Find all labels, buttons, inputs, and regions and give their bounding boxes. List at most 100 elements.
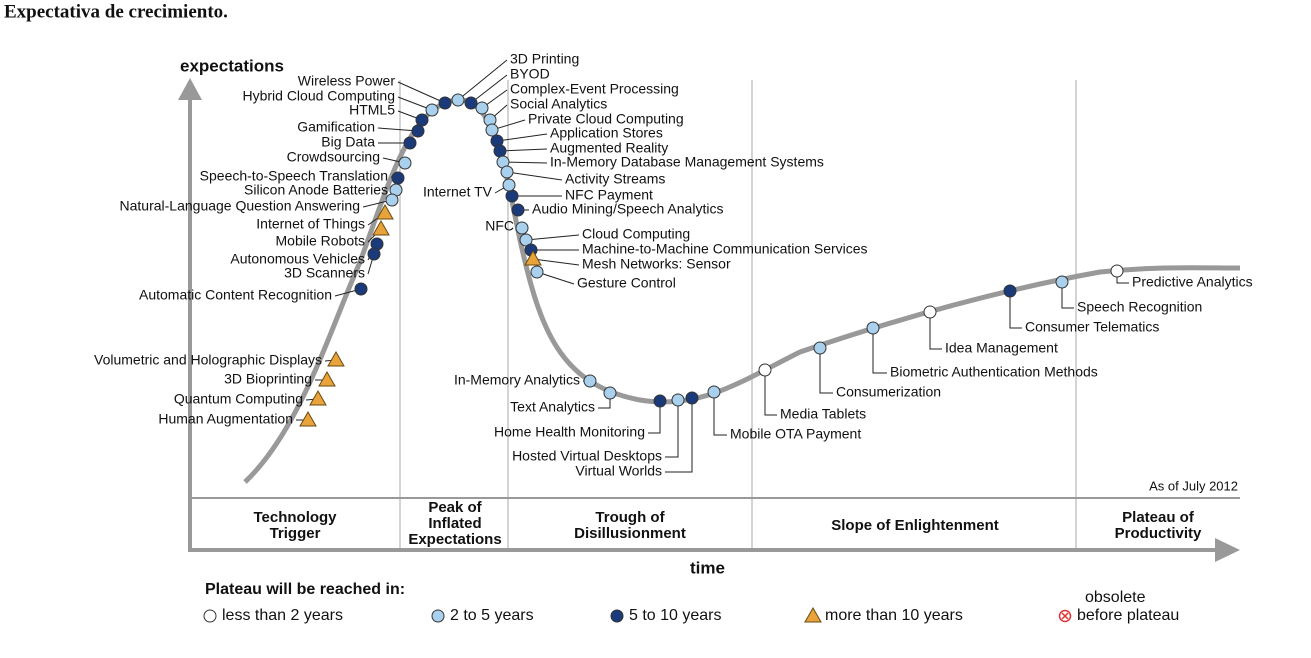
technology-label: Consumer Telematics — [1025, 319, 1159, 335]
technology-label: Application Stores — [550, 125, 663, 141]
technology-marker — [327, 350, 345, 367]
leader-line — [713, 392, 727, 436]
technology-marker — [505, 189, 519, 203]
phase-label: Plateau of — [1122, 509, 1195, 526]
technology-marker — [500, 165, 514, 179]
technology-marker — [758, 363, 772, 377]
legend-label: more than 10 years — [825, 607, 963, 624]
leader-line — [397, 81, 446, 104]
technology-label: Consumerization — [836, 384, 941, 400]
technology-label: Speech Recognition — [1077, 299, 1202, 315]
leader-line — [525, 234, 580, 241]
technology-marker — [398, 156, 412, 170]
technology-marker — [502, 178, 516, 192]
leader-line — [502, 161, 548, 164]
hype-curve — [243, 97, 1241, 484]
technology-marker — [515, 221, 529, 235]
technology-marker — [376, 203, 394, 220]
technology-label: Social Analytics — [510, 96, 607, 112]
phase-label: Inflated — [428, 515, 481, 532]
technology-marker — [451, 93, 465, 107]
phase-label: Disillusionment — [574, 525, 686, 542]
technology-marker — [411, 124, 425, 138]
y-arrow — [178, 78, 202, 100]
leader-line — [496, 133, 548, 142]
technology-marker — [603, 386, 617, 400]
legend-label: before plateau — [1077, 607, 1179, 624]
technology-label: Gamification — [297, 119, 375, 135]
legend-marker — [431, 609, 445, 623]
leader-line — [470, 74, 508, 104]
leader-line — [1061, 282, 1074, 309]
technology-marker — [309, 389, 327, 406]
phase-label: Trough of — [595, 509, 665, 526]
technology-marker — [707, 385, 721, 399]
technology-marker — [403, 136, 417, 150]
technology-marker — [493, 144, 507, 158]
phase-label: Slope of Enlightenment — [831, 517, 999, 534]
technology-label: Activity Streams — [565, 171, 665, 187]
technology-marker — [367, 247, 381, 261]
technology-marker — [685, 391, 699, 405]
x-arrow — [1215, 538, 1240, 562]
technology-marker — [391, 171, 405, 185]
technology-label: In-Memory Analytics — [454, 372, 580, 388]
technology-label: Quantum Computing — [174, 391, 303, 407]
legend-label: 5 to 10 years — [629, 607, 722, 624]
technology-marker — [372, 219, 390, 236]
technology-label: Human Augmentation — [158, 411, 293, 427]
technology-label: HTML5 — [349, 102, 395, 118]
technology-label: Big Data — [321, 134, 375, 150]
technology-label: Machine-to-Machine Communication Service… — [582, 241, 868, 257]
technology-label: Internet TV — [423, 184, 493, 200]
technology-marker — [653, 394, 667, 408]
leader-line — [499, 148, 548, 152]
technology-label: Mesh Networks: Sensor — [582, 256, 731, 272]
leader-line — [1009, 291, 1022, 329]
legend-marker — [804, 606, 822, 623]
technology-marker — [318, 370, 336, 387]
technology-label: Wireless Power — [298, 73, 396, 89]
technology-label: Media Tablets — [780, 406, 866, 422]
legend-label: less than 2 years — [222, 607, 343, 624]
leader-line — [457, 59, 508, 101]
technology-label: Biometric Authentication Methods — [890, 364, 1098, 380]
technology-label: NFC — [485, 218, 514, 234]
technology-marker — [385, 193, 399, 207]
technology-label: Crowdsourcing — [287, 149, 380, 165]
frame — [188, 80, 1240, 552]
technology-label: Speech-to-Speech Translation — [200, 168, 388, 184]
technology-label: Hosted Virtual Desktops — [512, 448, 662, 464]
phase-label: Productivity — [1115, 525, 1202, 542]
technology-marker — [475, 101, 489, 115]
technology-marker — [866, 321, 880, 335]
technology-label: Hybrid Cloud Computing — [242, 88, 395, 104]
technology-label: Cloud Computing — [582, 226, 690, 242]
technology-label: NFC Payment — [565, 187, 653, 203]
leader-line — [648, 401, 661, 434]
technology-label: 3D Bioprinting — [224, 371, 312, 387]
technology-label: Virtual Worlds — [575, 463, 662, 479]
y-axis-label: expectations — [180, 56, 284, 75]
legend-marker — [610, 609, 624, 623]
phase-label: Technology — [253, 509, 337, 526]
technology-marker — [1110, 264, 1124, 278]
legend-marker — [203, 609, 217, 623]
leader-line — [506, 171, 563, 181]
phase-label: Peak of — [428, 499, 482, 516]
technology-label: Silicon Anode Batteries — [244, 182, 388, 198]
technology-marker — [299, 410, 317, 427]
technology-label: Volumetric and Holographic Displays — [94, 352, 322, 368]
leader-line — [665, 400, 679, 458]
legend-label: 2 to 5 years — [450, 607, 534, 624]
technology-marker — [425, 103, 439, 117]
technology-label: Idea Management — [945, 340, 1058, 356]
technology-marker — [813, 341, 827, 355]
technology-marker — [485, 123, 499, 137]
technology-label: Private Cloud Computing — [528, 111, 684, 127]
technology-marker — [1055, 275, 1069, 289]
technology-label: Mobile Robots — [276, 233, 366, 249]
legend-marker-cross — [1061, 612, 1069, 620]
technology-label: Audio Mining/Speech Analytics — [532, 201, 723, 217]
